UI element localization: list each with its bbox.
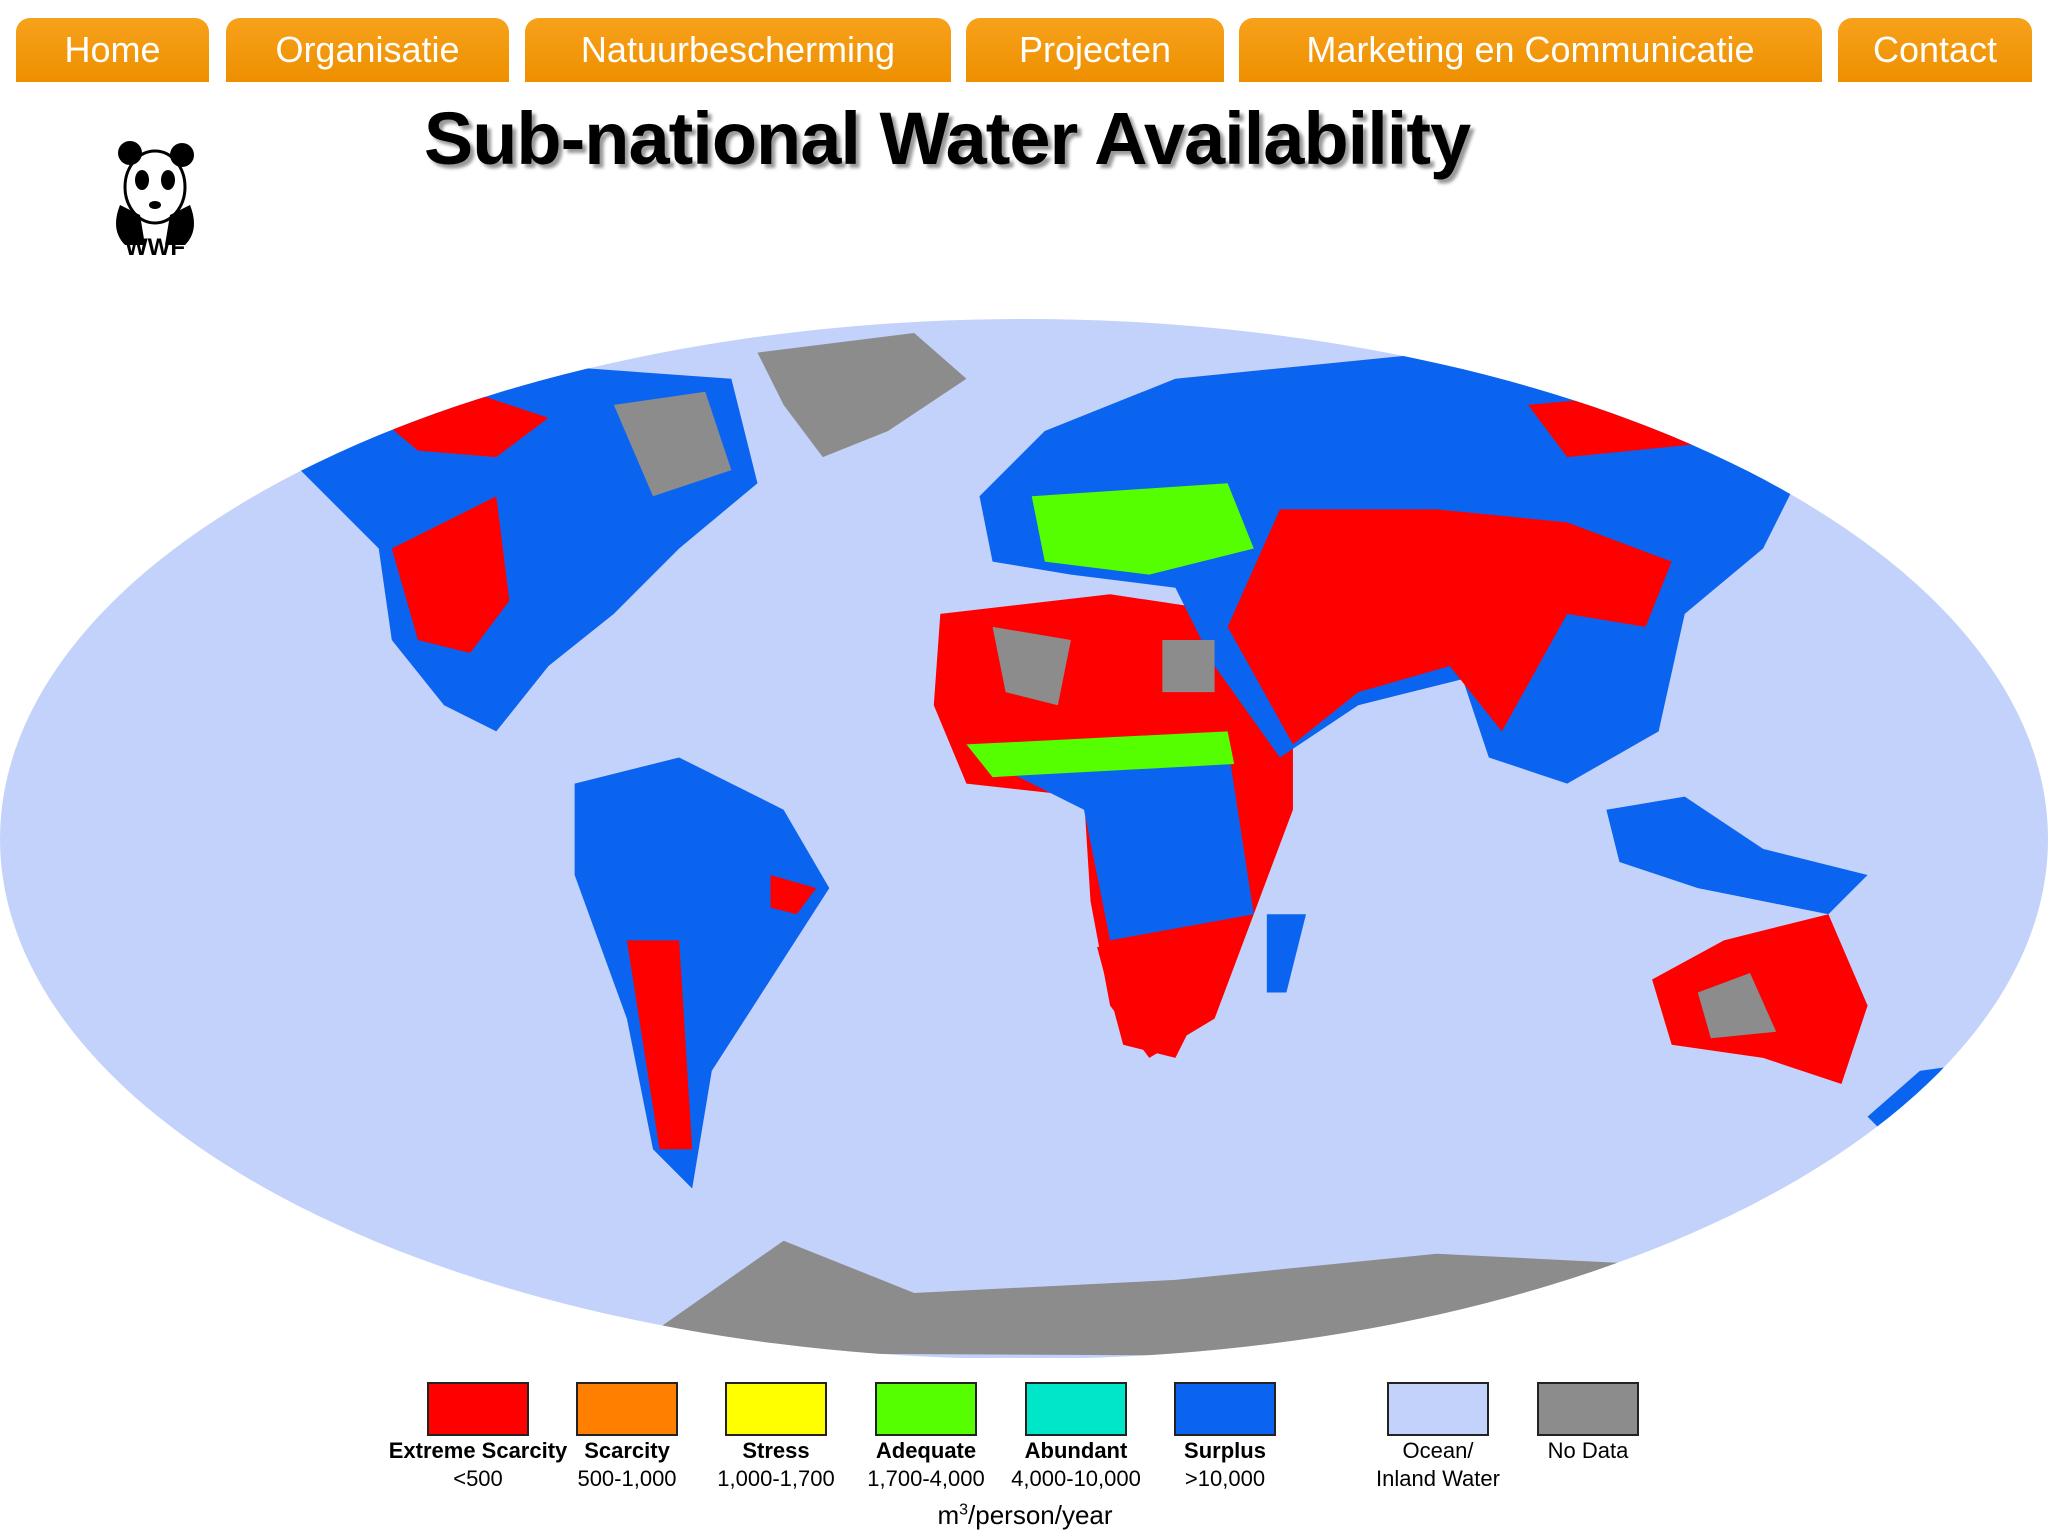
nav-item[interactable]: Natuurbescherming	[525, 18, 951, 82]
legend-swatch	[576, 1382, 678, 1436]
legend-title: Abundant	[1024, 1438, 1128, 1463]
legend-swatch	[1537, 1382, 1639, 1436]
legend-range: 4,000-10,000	[1011, 1466, 1141, 1491]
legend-range: <500	[453, 1466, 503, 1491]
page-title: Sub-national Water Availability	[423, 97, 1471, 180]
legend-title: Stress	[742, 1438, 810, 1463]
nav-item[interactable]: Home	[16, 18, 209, 82]
legend-range: Inland Water	[1376, 1466, 1500, 1491]
nav-item[interactable]: Marketing en Communicatie	[1239, 18, 1822, 82]
legend-unit: m3/person/year	[825, 1500, 1225, 1531]
legend-title: Ocean/	[1402, 1438, 1474, 1463]
world-map	[0, 319, 2048, 1359]
legend-title: Scarcity	[584, 1438, 670, 1463]
logo-text: WWF	[125, 234, 185, 261]
unit-rest: /person/year	[968, 1500, 1113, 1530]
legend-swatch	[875, 1382, 977, 1436]
legend-swatch	[1025, 1382, 1127, 1436]
legend-range: >10,000	[1184, 1466, 1266, 1491]
legend-swatch	[427, 1382, 529, 1436]
nav-item[interactable]: Contact	[1838, 18, 2032, 82]
legend-swatch	[1174, 1382, 1276, 1436]
wwf-panda-logo	[116, 141, 194, 245]
legend-swatch	[725, 1382, 827, 1436]
legend-title: Surplus	[1184, 1438, 1266, 1463]
legend-range: 1,700-4,000	[867, 1466, 985, 1491]
unit-superscript: 3	[959, 1501, 969, 1519]
legend-swatch	[1387, 1382, 1489, 1436]
legend-range: 500-1,000	[577, 1466, 677, 1491]
legend-range: 1,000-1,700	[717, 1466, 835, 1491]
legend-title: Extreme Scarcity	[388, 1438, 568, 1463]
legend-title: No Data	[1547, 1438, 1629, 1463]
nav-item[interactable]: Projecten	[966, 18, 1224, 82]
legend-title: Adequate	[875, 1438, 977, 1463]
unit-base: m	[937, 1500, 960, 1530]
nav-item[interactable]: Organisatie	[226, 18, 509, 82]
